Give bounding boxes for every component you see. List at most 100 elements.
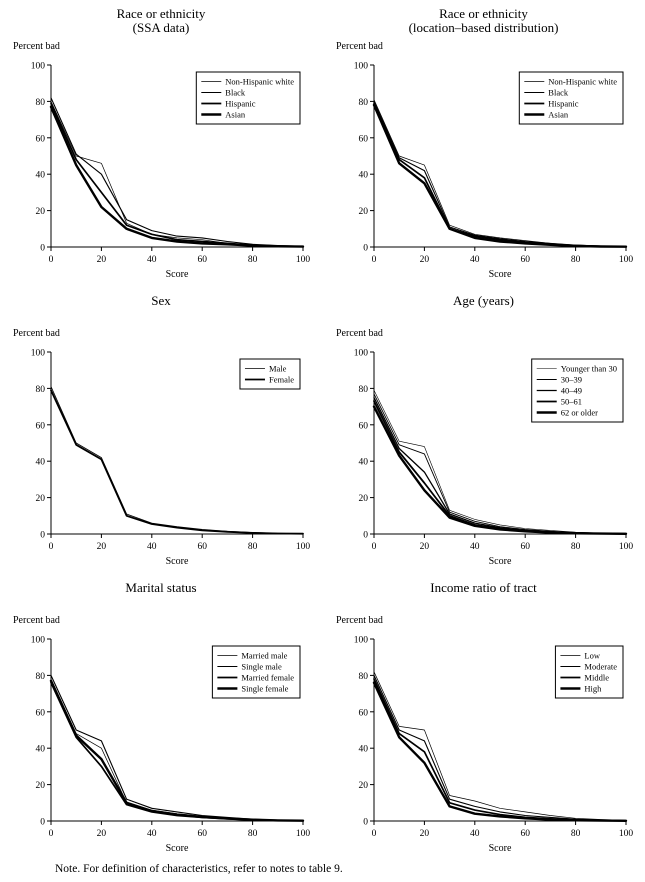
svg-text:80: 80 xyxy=(36,672,46,682)
svg-text:60: 60 xyxy=(197,829,207,839)
chart-subtitle xyxy=(322,595,645,609)
svg-text:80: 80 xyxy=(248,255,258,265)
chart-subtitle: (location–based distribution) xyxy=(408,20,559,35)
svg-text:0: 0 xyxy=(40,818,45,828)
chart-grid: Race or ethnicity (SSA data) Percent bad… xyxy=(0,0,645,861)
svg-text:60: 60 xyxy=(520,255,530,265)
line-chart-sex: Percent bad 0 20 40 60 80 100 0 20 40 60 80 100 Score… xyxy=(13,328,311,567)
panel-race-location: Race or ethnicity (location–based distri… xyxy=(322,0,645,287)
svg-text:40: 40 xyxy=(470,829,480,839)
svg-text:80: 80 xyxy=(358,385,368,395)
svg-text:0: 0 xyxy=(371,255,376,265)
svg-text:0: 0 xyxy=(49,542,54,552)
svg-text:80: 80 xyxy=(248,829,258,839)
svg-text:40: 40 xyxy=(358,458,368,468)
svg-text:60: 60 xyxy=(197,542,207,552)
svg-text:80: 80 xyxy=(358,98,368,108)
svg-text:Female: Female xyxy=(269,375,294,385)
svg-text:40: 40 xyxy=(36,458,46,468)
svg-text:Score: Score xyxy=(488,556,511,567)
svg-text:60: 60 xyxy=(358,421,368,431)
line-chart-marital-status: Percent bad 0 20 40 60 80 100 0 20 40 60 80 100 Score… xyxy=(13,615,310,854)
svg-text:Single female: Single female xyxy=(241,684,288,694)
svg-text:20: 20 xyxy=(419,542,429,552)
svg-text:0: 0 xyxy=(363,244,368,254)
svg-text:40–49: 40–49 xyxy=(560,386,581,396)
svg-text:Non-Hispanic white: Non-Hispanic white xyxy=(225,77,294,87)
line-chart-income-ratio: Percent bad 0 20 40 60 80 100 0 20 40 60 80 100 Score… xyxy=(336,615,633,854)
chart-title: Age (years) xyxy=(453,293,514,308)
svg-text:40: 40 xyxy=(36,171,46,181)
panel-income-ratio: Income ratio of tract Percent bad 0 20 40 60… xyxy=(322,574,645,861)
svg-text:60: 60 xyxy=(520,542,530,552)
svg-text:0: 0 xyxy=(363,531,368,541)
svg-text:50–61: 50–61 xyxy=(560,397,581,407)
svg-text:60: 60 xyxy=(358,708,368,718)
line-chart-race-location: Percent bad 0 20 40 60 80 100 0 20 40 60 80 100 Score… xyxy=(336,41,633,280)
svg-text:Percent bad: Percent bad xyxy=(13,615,60,626)
svg-text:80: 80 xyxy=(570,542,580,552)
svg-text:Asian: Asian xyxy=(548,110,569,120)
svg-text:Low: Low xyxy=(584,651,600,661)
svg-text:60: 60 xyxy=(36,134,46,144)
svg-text:20: 20 xyxy=(36,781,46,791)
chart-title: Income ratio of tract xyxy=(430,580,537,595)
figure-note: Note. For definition of characteristics,… xyxy=(55,863,343,875)
svg-text:80: 80 xyxy=(570,829,580,839)
line-chart-race-ssa: Percent bad 0 20 40 60 80 100 0 20 40 60 80 100 Score… xyxy=(13,41,311,280)
svg-text:100: 100 xyxy=(353,636,368,646)
svg-text:20: 20 xyxy=(419,255,429,265)
svg-text:Percent bad: Percent bad xyxy=(13,41,60,52)
svg-text:Black: Black xyxy=(548,88,569,98)
svg-text:62 or older: 62 or older xyxy=(560,408,597,418)
chart-subtitle: (SSA data) xyxy=(132,20,190,35)
svg-text:20: 20 xyxy=(36,207,46,217)
svg-text:100: 100 xyxy=(31,636,46,646)
svg-text:Percent bad: Percent bad xyxy=(336,615,383,626)
svg-text:Single male: Single male xyxy=(241,662,282,672)
svg-text:100: 100 xyxy=(296,542,311,552)
svg-text:20: 20 xyxy=(36,494,46,504)
svg-text:Married female: Married female xyxy=(241,673,294,683)
svg-text:Score: Score xyxy=(166,556,189,567)
panel-age: Age (years) Percent bad 0 20 40 60 80 100 0 20 40… xyxy=(322,287,645,574)
svg-text:20: 20 xyxy=(97,255,107,265)
svg-text:40: 40 xyxy=(470,255,480,265)
svg-text:Score: Score xyxy=(488,269,511,280)
svg-text:Married male: Married male xyxy=(241,651,287,661)
svg-text:Middle: Middle xyxy=(584,673,609,683)
svg-text:0: 0 xyxy=(40,244,45,254)
panel-marital-status: Marital status Percent bad 0 20 40 60 80 100 0 2… xyxy=(0,574,322,861)
svg-text:0: 0 xyxy=(40,531,45,541)
svg-text:40: 40 xyxy=(147,255,157,265)
svg-text:60: 60 xyxy=(520,829,530,839)
chart-title: Sex xyxy=(151,293,171,308)
svg-text:80: 80 xyxy=(358,672,368,682)
svg-text:100: 100 xyxy=(296,255,311,265)
svg-text:40: 40 xyxy=(470,542,480,552)
svg-text:40: 40 xyxy=(147,829,157,839)
svg-text:100: 100 xyxy=(618,255,633,265)
line-chart-age: Percent bad 0 20 40 60 80 100 0 20 40 60 80 100 Score… xyxy=(336,328,633,567)
svg-text:80: 80 xyxy=(36,98,46,108)
svg-text:Moderate: Moderate xyxy=(584,662,617,672)
svg-text:40: 40 xyxy=(358,745,368,755)
svg-text:20: 20 xyxy=(97,829,107,839)
svg-text:Male: Male xyxy=(269,364,287,374)
svg-text:20: 20 xyxy=(419,829,429,839)
svg-text:Percent bad: Percent bad xyxy=(336,328,383,339)
svg-text:High: High xyxy=(584,684,602,694)
svg-text:Score: Score xyxy=(488,843,511,854)
svg-text:Black: Black xyxy=(225,88,246,98)
svg-text:0: 0 xyxy=(363,818,368,828)
svg-text:Younger than 30: Younger than 30 xyxy=(560,364,616,374)
svg-text:0: 0 xyxy=(371,829,376,839)
svg-text:40: 40 xyxy=(147,542,157,552)
svg-text:Score: Score xyxy=(166,843,189,854)
svg-text:0: 0 xyxy=(371,542,376,552)
chart-title: Race or ethnicity xyxy=(439,6,528,21)
svg-text:Percent bad: Percent bad xyxy=(13,328,60,339)
svg-text:100: 100 xyxy=(31,62,46,72)
chart-title: Marital status xyxy=(125,580,197,595)
